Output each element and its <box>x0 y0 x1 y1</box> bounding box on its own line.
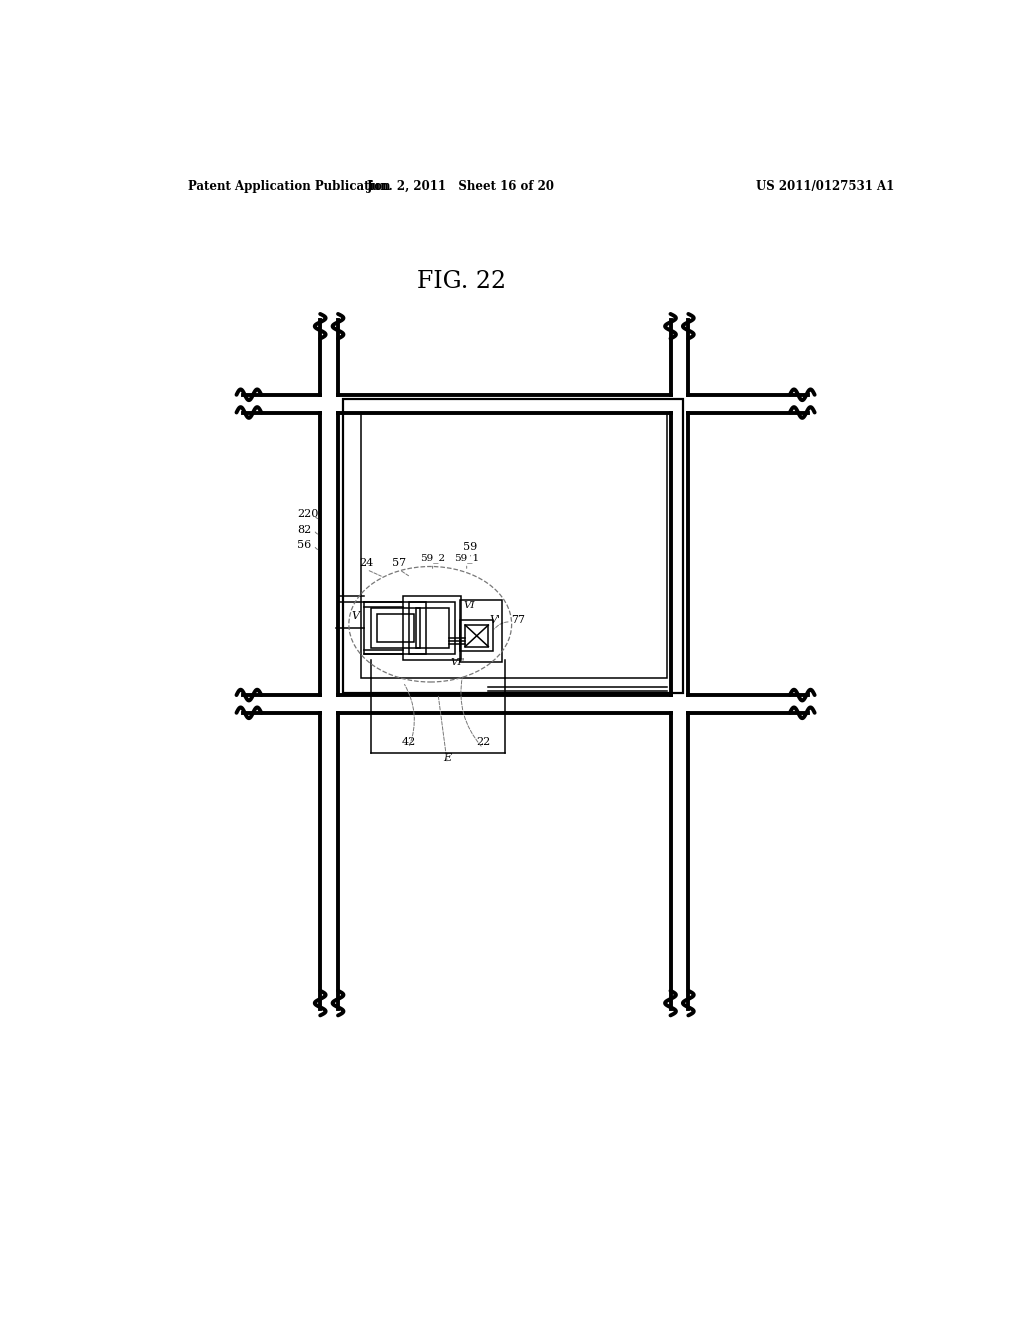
Text: US 2011/0127531 A1: US 2011/0127531 A1 <box>757 181 895 194</box>
Text: 57: 57 <box>392 558 407 569</box>
Text: 220: 220 <box>297 510 318 519</box>
Text: V': V' <box>489 615 501 624</box>
Bar <box>365 602 426 655</box>
Bar <box>461 601 503 663</box>
Text: 42: 42 <box>401 737 416 747</box>
Bar <box>360 413 668 678</box>
Text: V: V <box>351 611 359 620</box>
Text: Jun. 2, 2011   Sheet 16 of 20: Jun. 2, 2011 Sheet 16 of 20 <box>368 181 555 194</box>
Text: 24: 24 <box>359 558 374 569</box>
Bar <box>461 620 493 651</box>
Bar <box>416 609 449 648</box>
Bar <box>377 614 414 642</box>
Text: 56: 56 <box>297 540 311 550</box>
Text: Patent Application Publication: Patent Application Publication <box>188 181 391 194</box>
Text: 82: 82 <box>297 524 311 535</box>
Text: 77: 77 <box>511 615 525 626</box>
Bar <box>403 595 461 660</box>
Text: FIG. 22: FIG. 22 <box>417 271 506 293</box>
Bar <box>343 399 683 693</box>
Text: 59_2: 59_2 <box>420 553 445 564</box>
Bar <box>410 602 455 655</box>
Bar <box>371 609 420 648</box>
Text: 59_1: 59_1 <box>454 553 479 564</box>
Text: 59: 59 <box>464 541 477 552</box>
Text: 22: 22 <box>476 737 490 747</box>
Bar <box>465 626 488 647</box>
Text: VI': VI' <box>451 659 465 667</box>
Text: VI: VI <box>464 601 475 610</box>
Text: E: E <box>443 752 452 763</box>
